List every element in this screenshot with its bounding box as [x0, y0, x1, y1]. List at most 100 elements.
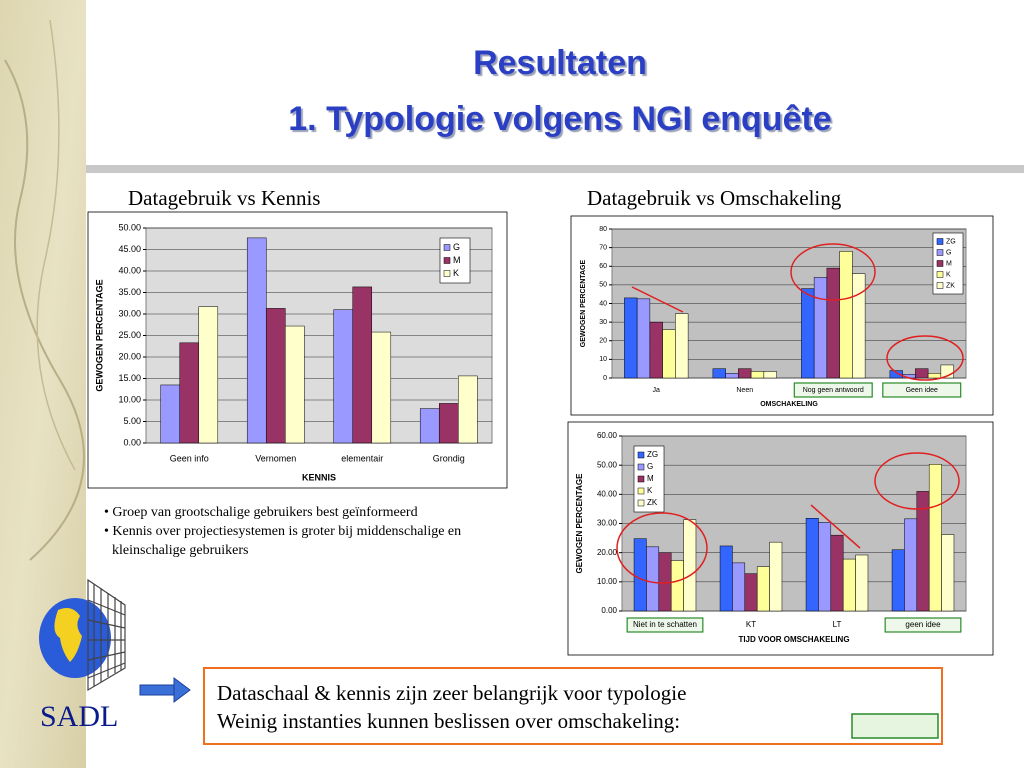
legend-label: G — [946, 249, 951, 256]
y-tick-label: 20 — [599, 338, 607, 345]
bar — [683, 519, 697, 612]
y-tick-label: 0.00 — [601, 606, 617, 615]
y-tick-label: 0 — [603, 375, 607, 382]
category-highlight — [882, 382, 962, 398]
annotation-circle — [616, 512, 708, 584]
bar — [818, 522, 832, 612]
y-tick-label: 50 — [599, 282, 607, 289]
bar — [458, 375, 478, 444]
slide-subtitle: 1. Typologie volgens NGI enquête — [288, 100, 832, 138]
y-tick-label: 5.00 — [123, 416, 141, 426]
annotation-line — [810, 504, 861, 549]
legend-label: ZK — [647, 498, 658, 507]
map-lines — [4, 59, 85, 561]
bar — [160, 384, 180, 444]
conclusion-box: Dataschaal & kennis zijn zeer belangrijk… — [203, 667, 943, 745]
slide-title: Resultaten — [473, 44, 647, 82]
legend-swatch — [637, 499, 645, 507]
bar — [891, 549, 905, 612]
legend-label: M — [647, 474, 654, 483]
bar — [419, 408, 440, 444]
legend-label: K — [946, 271, 951, 278]
legend-label: K — [453, 268, 459, 278]
bar — [662, 329, 676, 379]
legend-swatch — [443, 270, 451, 277]
bullet-list: Groep van grootschalige gebruikers best … — [100, 503, 500, 560]
bar — [670, 560, 684, 612]
bar — [198, 306, 219, 444]
y-tick-label: 30 — [599, 319, 607, 326]
bar — [725, 373, 739, 379]
bar — [801, 288, 815, 379]
y-tick-label: 40.00 — [597, 489, 618, 498]
bar — [732, 562, 746, 612]
y-tick-label: 30.00 — [118, 308, 141, 318]
y-tick-label: 50.00 — [597, 460, 618, 469]
bullet: Groep van grootschalige gebruikers best … — [100, 503, 500, 522]
bar — [438, 403, 459, 444]
bullet: Kennis over projectiesystemen is groter … — [100, 522, 500, 560]
globe-logo — [39, 578, 126, 692]
legend-label: M — [453, 255, 461, 265]
arrow — [139, 677, 191, 703]
y-tick-label: 40.00 — [118, 265, 141, 275]
category-highlight — [793, 382, 873, 398]
y-tick-label: 40 — [599, 300, 607, 307]
legend-label: ZG — [946, 238, 956, 245]
y-tick-label: 10.00 — [118, 394, 141, 404]
bar — [826, 267, 840, 379]
annotation-circle — [790, 243, 876, 301]
bar — [941, 534, 955, 612]
y-tick-label: 60 — [599, 263, 607, 270]
y-tick-label: 0.00 — [123, 437, 141, 447]
legend-swatch — [443, 257, 451, 264]
legend-label: G — [647, 462, 653, 471]
bar — [352, 286, 373, 444]
category-highlight — [884, 617, 962, 633]
bar — [333, 309, 353, 444]
bar — [813, 277, 828, 379]
x-tick-label: Grondig — [433, 453, 465, 463]
x-axis-label: KENNIS — [302, 472, 336, 482]
x-tick-label: KT — [746, 620, 756, 629]
y-tick-label: 25.00 — [118, 330, 141, 340]
divider — [86, 165, 1024, 173]
legend-label: K — [647, 486, 653, 495]
bar — [744, 573, 758, 612]
y-tick-label: 60.00 — [597, 431, 618, 440]
bar — [675, 313, 689, 379]
y-tick-label: 45.00 — [118, 244, 141, 254]
chart-title: Datagebruik vs Kennis — [128, 186, 321, 210]
y-axis-label: GEWOGEN PERCENTAGE — [94, 279, 104, 391]
legend-label: G — [453, 242, 460, 252]
bar — [738, 368, 752, 379]
conclusion-line: Dataschaal & kennis zijn zeer belangrijk… — [217, 681, 687, 705]
legend-swatch — [936, 282, 944, 289]
y-tick-label: 10.00 — [597, 577, 618, 586]
y-tick-label: 15.00 — [118, 373, 141, 383]
annotation-line — [631, 286, 684, 313]
bar — [839, 251, 853, 379]
bar — [179, 342, 200, 444]
legend-swatch — [936, 271, 944, 278]
chart-title: Datagebruik vs Omschakeling — [587, 186, 842, 210]
charts: 0.00 5.00 10.00 15.00 20.00 25.00 30.00 35.00 40… — [87, 211, 994, 656]
legend-label: ZG — [647, 450, 658, 459]
x-axis-label: OMSCHAKELING — [760, 401, 818, 408]
y-tick-label: 70 — [599, 244, 607, 251]
legend-label: M — [946, 260, 952, 267]
y-axis-label: GEWOGEN PERCENTAGE — [575, 473, 584, 574]
bar — [265, 308, 286, 444]
x-tick-label: Niet in te schatten — [633, 620, 697, 629]
bar — [928, 464, 942, 612]
bar — [750, 371, 765, 379]
legend-swatch — [637, 475, 645, 483]
bar — [904, 518, 918, 612]
bar — [633, 538, 647, 612]
y-tick-label: 20.00 — [597, 548, 618, 557]
bar — [712, 368, 726, 379]
annotations — [616, 243, 964, 584]
legend-swatch — [637, 451, 645, 459]
x-tick-label: Neen — [736, 387, 753, 394]
x-tick-label: elementair — [341, 453, 383, 463]
